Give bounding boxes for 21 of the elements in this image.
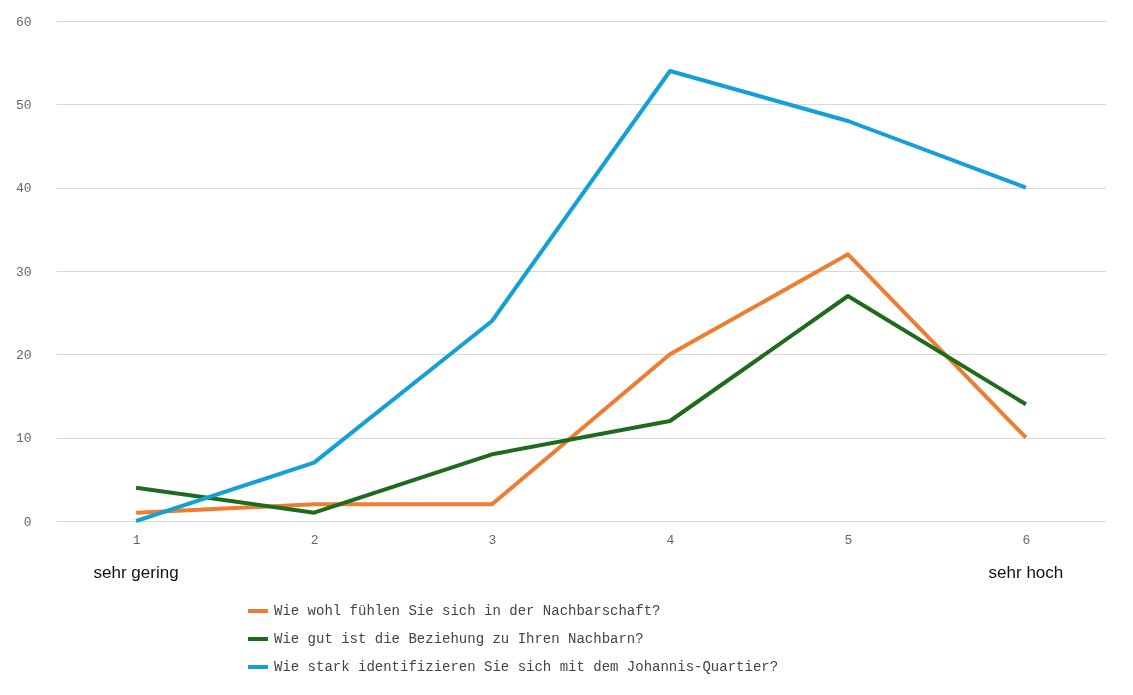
y-tick-label: 40: [15, 181, 32, 197]
x-tick-label: 1: [132, 532, 141, 548]
legend-label: Wie wohl fühlen Sie sich in der Nachbarschaft?: [274, 603, 661, 619]
y-tick-label: 20: [15, 347, 32, 363]
y-tick-label: 30: [15, 264, 32, 280]
y-tick-label: 50: [15, 97, 32, 113]
x-tick-label: 6: [1022, 532, 1031, 548]
legend-label: Wie stark identifizieren Sie sich mit dem Johannis-Quartier?: [274, 659, 779, 675]
x-tick-label: 3: [488, 532, 497, 548]
line-series: [134, 252, 1028, 515]
x-tick-label: 5: [844, 532, 853, 548]
line-series: [134, 294, 1028, 515]
y-tick-label: 0: [23, 514, 32, 530]
x-tick-label: 2: [310, 532, 319, 548]
line-series: [134, 69, 1028, 523]
y-tick-label: 10: [15, 431, 32, 447]
text: sehr hoch: [988, 563, 1064, 582]
text: sehr gering: [93, 563, 179, 582]
legend-label: Wie gut ist die Beziehung zu Ihren Nachbarn?: [274, 631, 644, 647]
x-tick-label: 4: [666, 532, 675, 548]
y-tick-label: 60: [15, 14, 32, 30]
